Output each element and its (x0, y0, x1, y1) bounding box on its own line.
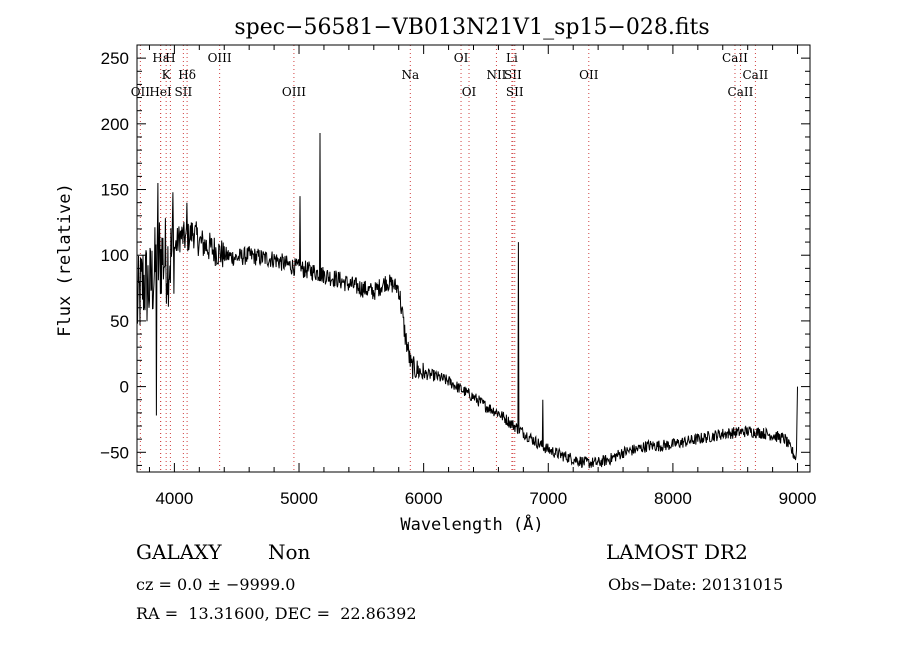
line-marker-label: NII (486, 68, 506, 82)
line-marker-label: Hδ (178, 68, 196, 82)
coordinates: RA = 13.31600, DEC = 22.86392 (136, 604, 417, 623)
line-marker-label: SII (506, 85, 524, 99)
line-marker-label: SII (504, 68, 522, 82)
y-tick-label: 200 (101, 115, 129, 134)
object-subclass: Non (268, 540, 311, 564)
y-axis: −50 0 50 100 150 200 250 (100, 44, 810, 466)
line-marker-label: OI (462, 85, 477, 99)
x-tick-label: 7000 (529, 489, 567, 508)
line-marker-label: OII (131, 85, 151, 99)
line-marker-label: SII (175, 85, 193, 99)
y-tick-label: 0 (120, 378, 129, 397)
line-marker-label: CaII (742, 68, 768, 82)
chart-title: spec−56581−VB013N21V1_sp15−028.fits (234, 15, 709, 40)
survey-name: LAMOST DR2 (606, 540, 748, 564)
y-tick-label: −50 (100, 443, 129, 462)
line-marker-label: Na (401, 68, 419, 82)
y-tick-label: 150 (101, 181, 129, 200)
line-marker-label: HeI (149, 85, 172, 99)
line-marker-label: CaII (722, 51, 748, 65)
redshift-line: cz = 0.0 ± −9999.0 (136, 575, 296, 594)
x-tick-label: 6000 (405, 489, 443, 508)
line-marker-label: H (165, 51, 175, 65)
line-marker-label: OI (454, 51, 469, 65)
line-marker-label: K (162, 68, 172, 82)
object-class: GALAXY (136, 540, 222, 564)
line-marker-label: CaII (728, 85, 754, 99)
x-tick-label: 9000 (779, 489, 817, 508)
line-marker-label: OIII (282, 85, 306, 99)
x-tick-label: 8000 (654, 489, 692, 508)
x-axis-label: Wavelength (Å) (400, 513, 543, 535)
spectrum-line (136, 132, 798, 469)
y-tick-label: 50 (110, 312, 129, 331)
x-tick-label: 5000 (280, 489, 318, 508)
y-tick-label: 100 (101, 246, 129, 265)
x-axis: 4000 5000 6000 7000 8000 9000 (148, 45, 817, 508)
y-axis-label: Flux (relative) (55, 183, 75, 337)
y-tick-label: 250 (101, 49, 129, 68)
line-marker-label: Li (506, 51, 518, 65)
x-tick-label: 4000 (155, 489, 193, 508)
line-marker-label: OII (579, 68, 599, 82)
obs-date: Obs−Date: 20131015 (608, 575, 784, 594)
line-marker-label: OIII (208, 51, 232, 65)
